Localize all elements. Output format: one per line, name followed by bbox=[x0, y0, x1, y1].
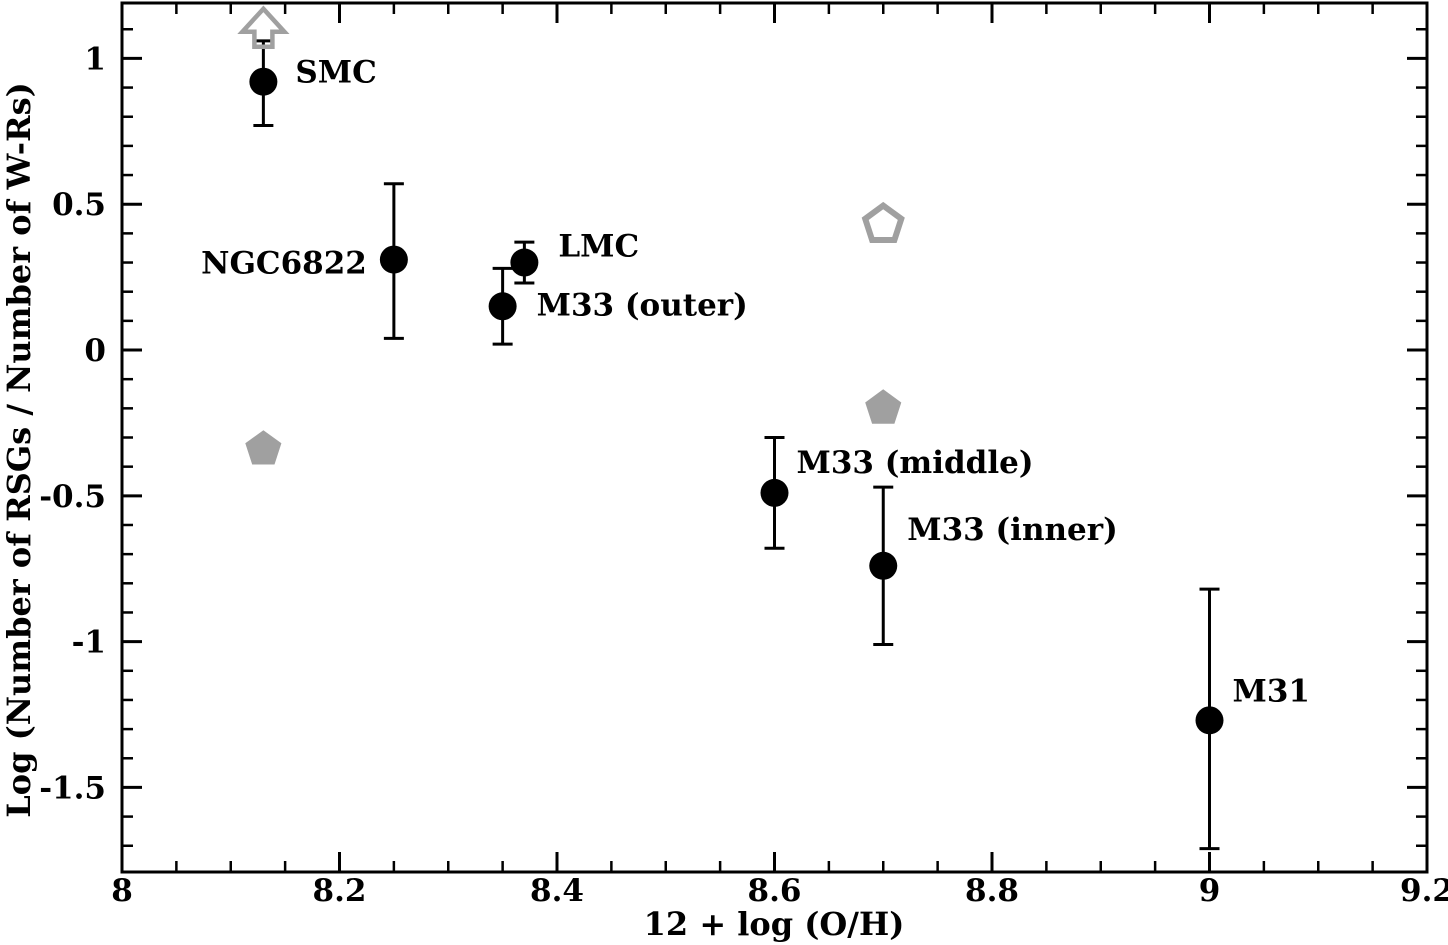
y-tick-label: 0.5 bbox=[52, 187, 106, 223]
plot-layer: 8 8.2 8.4 8.6 8.8 9 9.2 1 0.5 0 -0.5 -1 -1.5 SMC NGC68… bbox=[39, 1, 1448, 909]
x-axis-title: 12 + log (O/H) bbox=[644, 905, 905, 943]
data-point-ngc6822 bbox=[379, 245, 408, 274]
data-point-lmc bbox=[510, 248, 539, 277]
y-tick-label: 1 bbox=[84, 41, 106, 77]
point-label-m33-middle: M33 (middle) bbox=[797, 445, 1034, 481]
data-point-smc bbox=[249, 67, 278, 96]
point-label-m31: M31 bbox=[1233, 673, 1310, 709]
x-tick-label: 8.6 bbox=[748, 873, 802, 909]
point-label-ngc6822: NGC6822 bbox=[201, 246, 367, 282]
point-label-m33-outer: M33 (outer) bbox=[537, 287, 748, 323]
data-point-m33-inner bbox=[869, 551, 898, 580]
data-point-m33-middle bbox=[760, 478, 789, 507]
y-tick-label: -1.5 bbox=[39, 770, 106, 806]
x-tick-label: 8.4 bbox=[530, 873, 584, 909]
open-pentagon-marker bbox=[861, 201, 905, 243]
x-tick-label: 9.2 bbox=[1400, 873, 1448, 909]
data-point-m33-outer bbox=[488, 292, 517, 321]
filled-pentagon-marker bbox=[245, 430, 282, 465]
data-point-m31 bbox=[1195, 706, 1224, 735]
x-tick-label: 8.2 bbox=[313, 873, 367, 909]
y-tick-label: -1 bbox=[72, 625, 106, 661]
x-tick-label: 8.8 bbox=[965, 873, 1019, 909]
y-axis-title: Log (Number of RSGs / Number of W-Rs) bbox=[0, 82, 38, 817]
x-tick-label: 9 bbox=[1199, 873, 1221, 909]
point-label-m33-inner: M33 (inner) bbox=[907, 512, 1118, 548]
point-label-lmc: LMC bbox=[558, 229, 639, 265]
y-tick-label: 0 bbox=[84, 333, 106, 369]
filled-pentagon-marker bbox=[865, 389, 902, 424]
x-tick-label: 8 bbox=[111, 873, 133, 909]
lower-limit-arrow-icon bbox=[237, 5, 290, 49]
point-label-smc: SMC bbox=[295, 55, 376, 91]
y-tick-label: -0.5 bbox=[39, 479, 106, 515]
